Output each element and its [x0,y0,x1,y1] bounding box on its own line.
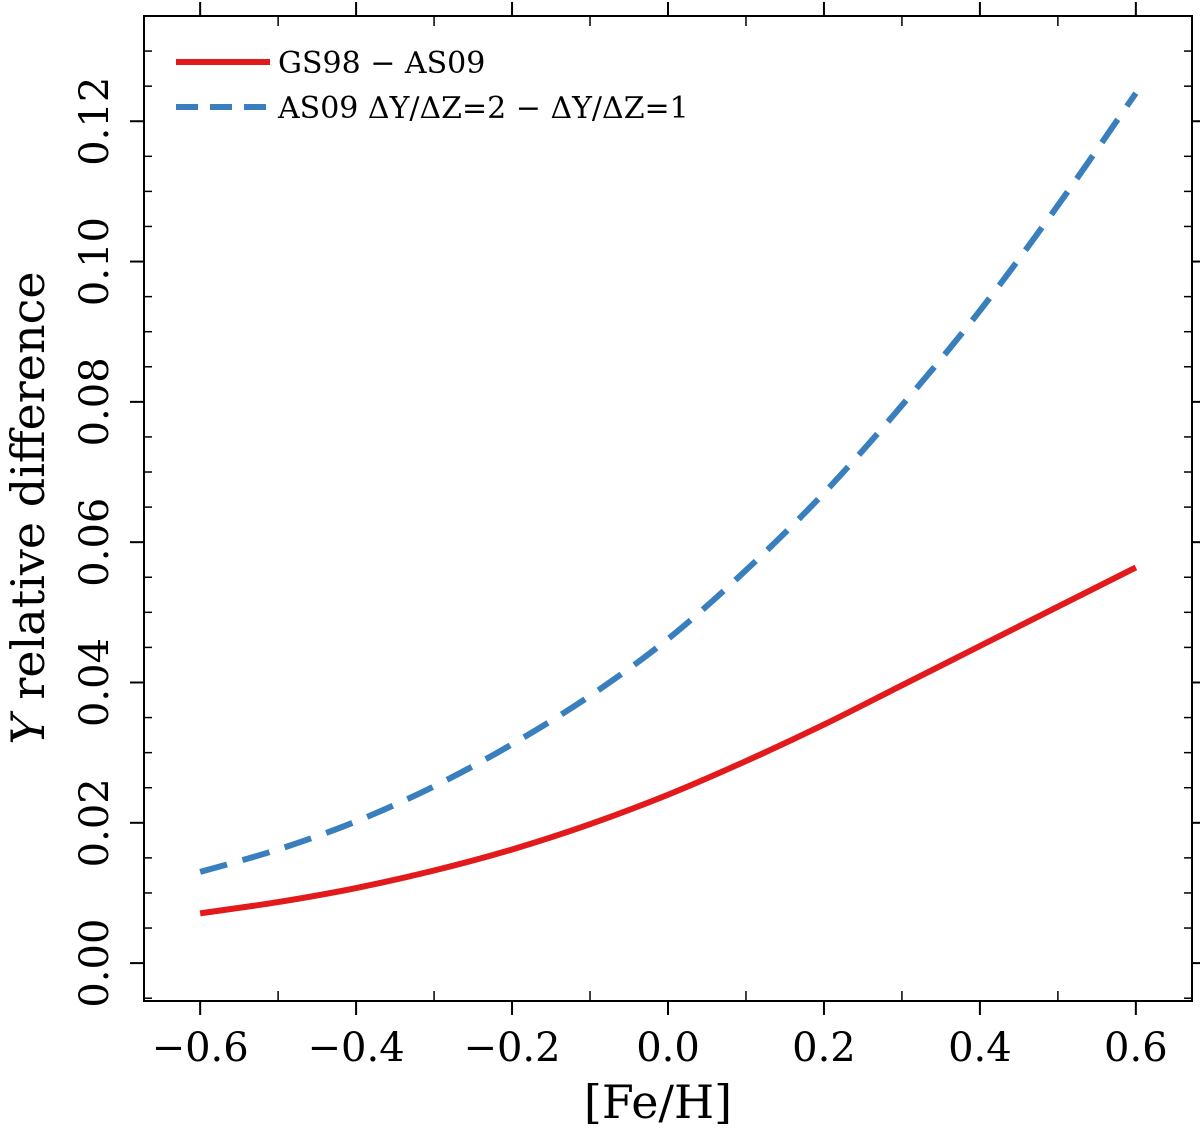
series-line-gs98 [199,564,1138,917]
y-tick-label: 0.12 [72,77,118,166]
x-tick-label: −0.6 [152,1025,249,1071]
y-tick-label: 0.08 [72,357,118,446]
x-tick-label: 0.2 [792,1025,856,1071]
x-axis-title: [Fe/H] [584,1075,732,1129]
series-line-as09 [199,91,1139,875]
x-tick-label: 0.6 [1104,1025,1168,1071]
x-tick-label: −0.2 [463,1025,560,1071]
y-axis-title-symbol: Y [1,710,55,745]
legend-label-gs98: GS98 − AS09 [278,46,485,81]
y-tick-label: 0.06 [72,498,118,587]
y-axis-title: Y relative difference [1,271,55,744]
x-tick-label: 0.4 [948,1025,1012,1071]
series-layer [199,91,1139,917]
x-tick-label: 0.0 [636,1025,700,1071]
y-tick-label: 0.00 [72,919,118,1008]
y-tick-label: 0.04 [72,638,118,727]
y-axis-title-text: relative difference [1,271,55,714]
legend: GS98 − AS09 AS09 ΔY/ΔZ=2 − ΔY/ΔZ=1 [176,46,689,126]
axis-tick-labels: −0.6 −0.4 −0.2 0.0 0.2 0.4 0.6 0.00 0.02 0.04 0.06… [72,77,1168,1071]
plot-frame [143,15,1193,1002]
y-tick-label: 0.02 [72,778,118,867]
legend-label-as09: AS09 ΔY/ΔZ=2 − ΔY/ΔZ=1 [277,91,689,126]
x-tick-label: −0.4 [308,1025,405,1071]
y-tick-label: 0.10 [72,217,118,306]
axis-ticks [130,2,1200,1015]
